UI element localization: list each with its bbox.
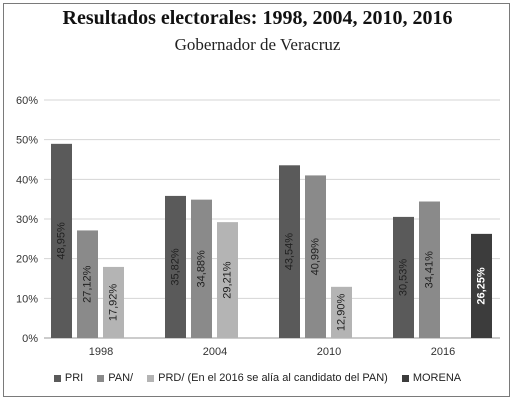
legend-swatch — [147, 374, 155, 382]
bar — [471, 233, 492, 338]
bar — [331, 286, 352, 338]
legend-label: PAN/ — [108, 372, 134, 384]
data-label: 26,25% — [476, 267, 488, 305]
legend-item: MORENA — [401, 372, 462, 384]
data-label: 27,12% — [82, 265, 94, 303]
legend-item: PRI — [53, 372, 84, 384]
x-tick-label: 1998 — [89, 346, 113, 358]
legend-item: PRD/ (En el 2016 se alía al candidato de… — [147, 372, 388, 384]
data-label: 29,21% — [222, 261, 234, 299]
bar — [419, 201, 440, 338]
y-tick-label: 10% — [16, 293, 38, 305]
legend-label: PRI — [64, 372, 84, 384]
bar — [103, 266, 124, 338]
y-tick-label: 60% — [16, 95, 38, 107]
legend-item: PAN/ — [97, 372, 133, 384]
data-label: 34,41% — [424, 251, 436, 289]
data-label: 35,82% — [170, 248, 182, 286]
data-label: 48,95% — [56, 222, 68, 260]
y-tick-label: 50% — [16, 135, 38, 147]
bar — [191, 199, 212, 338]
legend-swatch — [401, 374, 409, 382]
y-tick-label: 40% — [16, 174, 38, 186]
data-label: 40,99% — [310, 238, 322, 276]
legend-label: MORENA — [412, 372, 462, 384]
bar — [51, 143, 72, 338]
bar — [279, 165, 300, 338]
chart-title: Resultados electorales: 1998, 2004, 2010… — [62, 7, 453, 29]
chart-legend: PRI PAN/PRD/ (En el 2016 se alía al candi… — [0, 372, 515, 384]
legend-swatch — [97, 374, 105, 382]
bar — [217, 222, 238, 338]
data-label: 30,53% — [398, 259, 410, 297]
legend-swatch — [53, 374, 61, 382]
chart-subtitle: Gobernador de Veracruz — [174, 35, 341, 54]
y-tick-label: 20% — [16, 254, 38, 266]
legend-label: PRD/ (En el 2016 se alía al candidato de… — [158, 372, 388, 384]
y-tick-label: 0% — [22, 333, 38, 345]
data-label: 34,88% — [196, 250, 208, 288]
bar — [393, 216, 414, 338]
data-label: 43,54% — [284, 233, 296, 271]
x-tick-label: 2016 — [431, 346, 455, 358]
bar — [165, 195, 186, 338]
y-tick-label: 30% — [16, 214, 38, 226]
data-label: 17,92% — [108, 284, 120, 322]
x-tick-label: 2004 — [203, 346, 227, 358]
data-label: 12,90% — [336, 294, 348, 332]
bar — [77, 230, 98, 338]
bar — [305, 175, 326, 338]
x-tick-label: 2010 — [317, 346, 341, 358]
